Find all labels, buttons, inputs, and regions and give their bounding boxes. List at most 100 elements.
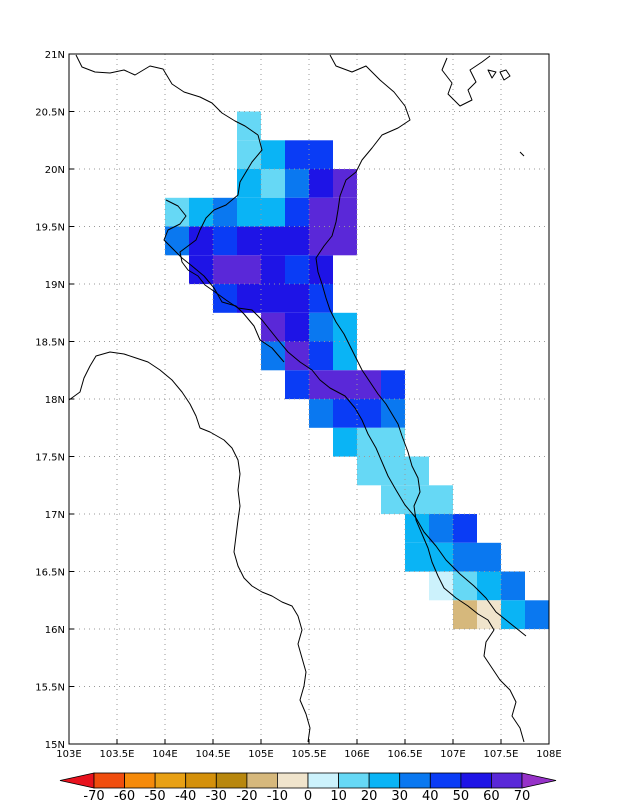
lon-tick-label: 103.5E	[100, 749, 135, 760]
lat-tick-label: 16N	[45, 625, 65, 636]
data-cell	[213, 197, 237, 227]
lat-tick-label: 20.5N	[35, 108, 65, 119]
colorbar-label: 20	[361, 789, 378, 800]
data-cell	[333, 427, 357, 457]
colorbar-box	[276, 772, 309, 789]
colorbar-box	[246, 772, 278, 789]
colorbar-label: -50	[144, 789, 165, 800]
data-cell	[453, 542, 477, 572]
data-cell	[261, 255, 285, 285]
data-cell	[261, 341, 285, 371]
border-cambodia	[483, 629, 525, 743]
lon-tick-label: 106.5E	[388, 749, 423, 760]
data-cell	[501, 600, 525, 630]
data-cell	[237, 140, 261, 170]
lat-tick-label: 17.5N	[35, 453, 65, 464]
data-cell	[381, 399, 405, 428]
data-cell	[333, 226, 357, 256]
coast-main	[179, 134, 527, 637]
lon-tick-label: 106E	[344, 749, 369, 760]
colorbar-box	[154, 772, 187, 789]
lon-tick-label: 108E	[536, 749, 561, 760]
lon-tick-label: 107E	[440, 749, 465, 760]
colorbar-label: -20	[236, 789, 257, 800]
colorbar-min-triangle	[59, 772, 95, 789]
lat-tick-label: 21N	[45, 50, 65, 61]
colorbar-label: 10	[330, 789, 347, 800]
data-cell	[357, 399, 381, 428]
data-cell	[333, 312, 357, 342]
data-cell	[189, 226, 213, 256]
data-cell	[453, 571, 477, 601]
data-cell	[333, 370, 357, 400]
data-cell	[429, 485, 453, 515]
border-laos-thailand	[68, 351, 311, 743]
colorbar-max-triangle	[521, 772, 557, 789]
data-cell	[309, 341, 333, 371]
colorbar-box	[124, 772, 156, 789]
colorbar	[59, 772, 557, 789]
lat-tick-label: 15N	[45, 740, 65, 751]
border-north	[75, 54, 259, 136]
longitude-tick-labels: 103E 103.5E 104E 104.5E 105E 105.5E 106E 106.5E…	[56, 739, 562, 760]
data-cell	[285, 312, 309, 342]
colorbar-box	[429, 772, 462, 789]
lat-tick-label: 18N	[45, 395, 65, 406]
colorbar-box	[93, 772, 126, 789]
coastline-and-borders	[68, 54, 527, 743]
lon-tick-label: 104E	[152, 749, 177, 760]
lat-tick-label: 20N	[45, 165, 65, 176]
colorbar-label: 70	[514, 789, 531, 800]
colorbar-box	[490, 772, 523, 789]
data-cell	[477, 571, 501, 601]
colorbar-label: -10	[267, 789, 288, 800]
data-cell	[429, 571, 453, 601]
colorbar-label: 50	[453, 789, 470, 800]
data-cell	[237, 197, 261, 227]
colorbar-label: 60	[483, 789, 500, 800]
border-china	[329, 54, 411, 173]
data-cell	[477, 600, 501, 630]
data-cell	[165, 197, 189, 227]
colorbar-label: -30	[206, 789, 227, 800]
colorbar-box	[215, 772, 248, 789]
lon-tick-label: 104.5E	[196, 749, 231, 760]
data-cell	[213, 284, 237, 313]
data-cell	[381, 456, 405, 486]
data-cell	[261, 312, 285, 342]
data-cells-layer	[165, 111, 549, 630]
coast-islands	[487, 69, 525, 157]
colorbar-label: 40	[422, 789, 439, 800]
data-cell	[309, 255, 333, 285]
data-cell	[261, 140, 285, 170]
colorbar-box	[399, 772, 431, 789]
data-cell	[357, 427, 381, 457]
data-cell	[405, 542, 429, 572]
colorbar-box	[307, 772, 340, 789]
data-cell	[429, 542, 453, 572]
colorbar-label: -70	[83, 789, 104, 800]
data-cell	[429, 514, 453, 543]
data-cell	[261, 226, 285, 256]
data-cell	[333, 399, 357, 428]
data-cell	[261, 197, 285, 227]
data-cell	[213, 255, 237, 285]
data-cell	[285, 284, 309, 313]
data-cell	[285, 169, 309, 198]
data-cell	[237, 226, 261, 256]
data-cell	[333, 341, 357, 371]
coast-inner	[315, 171, 403, 437]
data-cell	[237, 169, 261, 198]
data-cell	[333, 197, 357, 227]
coast-northeast	[441, 55, 491, 107]
colorbar-box	[460, 772, 492, 789]
data-cell	[213, 226, 237, 256]
colorbar-label: -60	[114, 789, 135, 800]
border-laos-west	[163, 199, 285, 363]
lat-tick-label: 16.5N	[35, 568, 65, 579]
lon-tick-label: 105.5E	[292, 749, 327, 760]
latitude-tick-labels: 15N 15.5N 16N 16.5N 17N 17.5N 18N 18.5N 19N 19.5N…	[35, 50, 74, 751]
data-cell	[309, 197, 333, 227]
data-cell	[357, 370, 381, 400]
